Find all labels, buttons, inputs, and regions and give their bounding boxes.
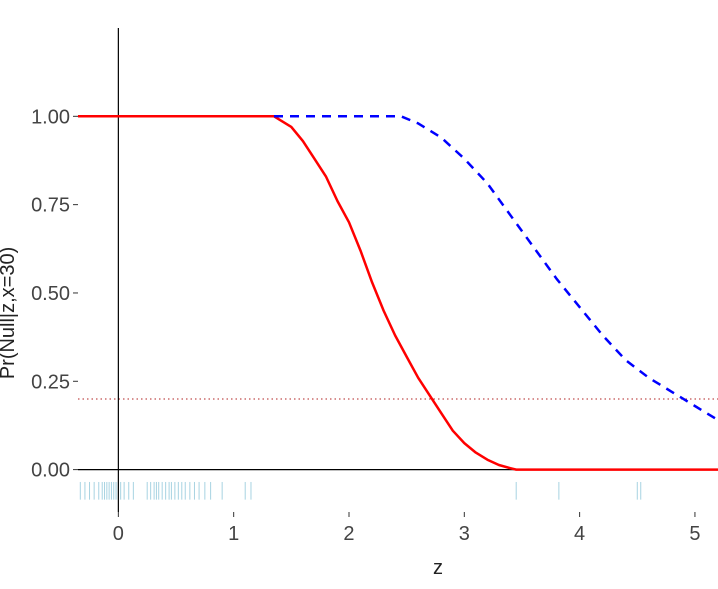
y-axis-title: Pr(Null|z,x=30) (0, 247, 19, 379)
x-tick-label: 0 (113, 523, 124, 545)
rug-layer (79, 481, 642, 500)
series-dashed-line (274, 115, 718, 422)
x-tick-label: 2 (343, 523, 354, 545)
x-axis-title: z (433, 557, 443, 579)
y-tick-label: 0.75 (31, 195, 70, 217)
series-solid-line (78, 115, 718, 471)
y-tick-label: 0.50 (31, 283, 70, 305)
y-tick-label: 1.00 (31, 106, 70, 128)
axes-layer: 0.00 0.25 0.50 0.75 1.00 0 1 2 3 4 5 (31, 106, 700, 545)
x-tick-label: 5 (689, 523, 700, 545)
y-tick-label: 0.25 (31, 371, 70, 393)
reference-lines-layer (78, 28, 718, 512)
x-tick-label: 1 (228, 523, 239, 545)
y-tick-label: 0.00 (31, 460, 70, 482)
x-tick-label: 3 (459, 523, 470, 545)
x-tick-label: 4 (574, 523, 585, 545)
series-layer (78, 115, 718, 471)
